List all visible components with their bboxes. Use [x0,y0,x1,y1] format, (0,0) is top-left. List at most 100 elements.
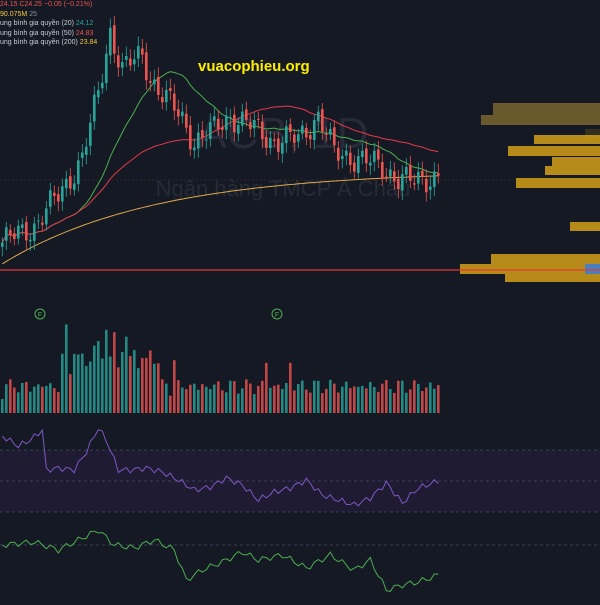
volume-bar [425,387,428,413]
candle-body [325,133,328,135]
candle-body [189,125,192,150]
volume-bar [181,387,184,413]
candle-body [417,171,420,184]
volume-bar [229,380,232,413]
volume-bar [157,363,160,413]
volume-bar [253,394,256,413]
volume-bar [217,381,220,413]
candle-body [213,116,216,121]
candle [33,216,36,251]
candle [261,114,264,149]
candle [97,81,100,105]
volume-bar [13,387,16,413]
candle [137,36,140,68]
candle-body [229,117,232,119]
candle [213,107,216,127]
volume-bar [45,385,48,413]
volume-profile-bar [508,146,600,156]
ma200-line [2,175,439,265]
volume-bar [357,386,360,413]
volume-bar [305,389,308,413]
candle-body [61,186,64,202]
candle [81,144,84,167]
volume-bar [417,383,420,413]
volume-bar [37,384,40,413]
rsi-line [1,428,439,507]
candle-body [381,162,384,179]
candle-body [209,122,212,139]
volume-bar [289,362,292,413]
volume-bar [213,384,216,413]
candle-body [261,121,264,140]
candle-body [265,136,268,148]
watermark-company: Ngân hàng TMCP Á Châu [156,176,411,201]
candle [173,84,176,121]
oscillator-line [2,530,439,592]
volume-bar [433,388,436,413]
candle [45,201,48,231]
candle-body [357,156,360,173]
volume-profile-bar [493,103,600,115]
candle-body [93,94,96,122]
candle-body [401,174,404,191]
candle-body [405,167,408,175]
event-marker: F [34,308,46,320]
volume-bar [333,383,336,413]
candle [129,49,132,71]
volume-bar [1,399,4,413]
candle-body [313,120,316,141]
volume-profile-bar [491,254,600,264]
volume-bar [221,390,224,413]
candle-body [101,82,104,89]
candle [393,162,396,190]
candle-body [201,130,204,138]
candle [125,46,128,68]
legend-ma200[interactable]: ung bình gia quyền (200) 23.84 [0,38,97,48]
candle [221,118,224,139]
candle [253,112,256,138]
volume-bar [109,356,112,413]
volume-bar [309,392,312,413]
volume-bar [33,386,36,413]
candle [425,169,428,202]
volume-bar [413,380,416,413]
candle [277,131,280,160]
candle-body [37,220,40,222]
candle [41,215,44,232]
candle-body [5,227,8,241]
candle-body [329,128,332,135]
candle-body [233,114,236,133]
pane-backgrounds [0,179,600,546]
legend-ma20[interactable]: ung bình gia quyền (20) 24.12 [0,19,97,29]
candle-body [133,59,136,65]
volume-bar [429,382,432,413]
legend-ma50[interactable]: ung bình gia quyền (50) 24.83 [0,29,97,39]
candle [61,178,64,211]
candle [133,49,136,72]
candle-body [45,208,48,225]
candle [341,149,344,169]
event-marker-label: F [275,312,279,319]
volume-bar [325,388,328,413]
candle-body [109,27,112,56]
candle-body [145,52,148,81]
candle-body [149,80,152,83]
candle [217,110,220,136]
volume-bar [401,380,404,413]
candle [421,161,424,185]
candle-body [421,170,424,177]
volume-bar [237,393,240,413]
candle [141,38,144,65]
volume-bar [133,350,136,413]
candle [241,103,244,132]
candle [165,80,168,111]
volume-bar [345,381,348,413]
event-marker-ring [271,308,283,320]
candle [233,106,236,142]
candle-body [49,190,52,207]
candle [201,121,204,148]
candle-body [13,233,16,240]
candle-body [429,186,432,191]
